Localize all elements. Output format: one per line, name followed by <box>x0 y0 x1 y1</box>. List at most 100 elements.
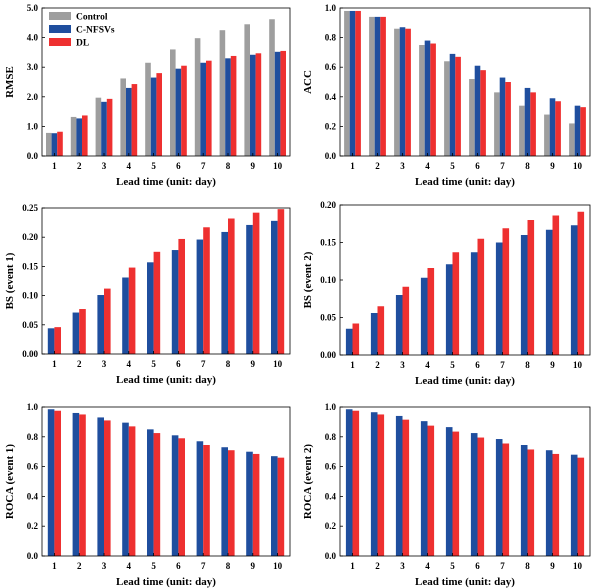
x-tick-label: 3 <box>102 359 107 369</box>
bar-dl-day-4 <box>430 43 436 156</box>
bar-c-nfsvs-day-2 <box>76 118 82 156</box>
bar-control-day-3 <box>394 28 400 156</box>
x-tick-label: 7 <box>500 561 505 571</box>
bar-c-nfsvs-day-3 <box>101 101 107 156</box>
bar-c-nfsvs-day-8 <box>520 235 528 355</box>
bar-dl-day-7 <box>203 445 210 556</box>
x-tick-label: 6 <box>475 561 480 571</box>
x-tick-label: 2 <box>375 561 380 571</box>
y-tick-label: 0.20 <box>320 200 336 210</box>
x-tick-label: 5 <box>151 161 156 171</box>
bar-control-day-5 <box>444 61 450 156</box>
bar-c-nfsvs-day-2 <box>72 312 80 354</box>
legend: Control C-NFSVs DL <box>49 12 115 49</box>
x-tick-label: 7 <box>201 561 206 571</box>
bar-c-nfsvs-day-10 <box>271 456 278 556</box>
y-tick-label: 0.00 <box>22 349 38 359</box>
bar-c-nfsvs-day-9 <box>246 224 253 354</box>
x-tick-label: 1 <box>350 561 355 571</box>
bar-dl-day-6 <box>477 238 485 355</box>
plot-frame <box>339 406 591 557</box>
chart-panel-6: 0.0 0.2 0.4 0.6 0.8 1.0 1 2 3 4 5 6 7 8 9 10 Lead time (… <box>302 402 591 588</box>
bar-dl-day-7 <box>203 227 210 354</box>
plot-frame <box>339 7 591 157</box>
bar-dl-day-8 <box>228 450 235 556</box>
x-tick-label: 4 <box>127 561 132 571</box>
bar-c-nfsvs-day-4 <box>122 277 129 354</box>
bar-c-nfsvs-day-4 <box>126 87 132 156</box>
y-tick-label: 0.6 <box>325 62 337 72</box>
bar-dl-day-1 <box>352 323 360 355</box>
bar-c-nfsvs-day-8 <box>225 58 231 156</box>
y-tick-label: 0.4 <box>27 491 39 501</box>
bar-control-day-3 <box>95 97 102 156</box>
bar-c-nfsvs-day-5 <box>147 429 154 556</box>
legend-label: DL <box>76 39 89 49</box>
y-tick-label: 0.2 <box>27 521 39 531</box>
bar-c-nfsvs-day-7 <box>499 77 506 156</box>
x-tick-label: 8 <box>525 161 530 171</box>
bar-dl-day-4 <box>427 425 435 557</box>
x-tick-label: 9 <box>550 161 555 171</box>
bar-dl-day-3 <box>402 286 410 355</box>
bar-c-nfsvs-day-2 <box>370 313 378 355</box>
x-tick-label: 6 <box>176 561 181 571</box>
bar-c-nfsvs-day-1 <box>345 409 353 556</box>
bar-dl-day-6 <box>178 238 185 354</box>
bar-c-nfsvs-day-5 <box>445 427 453 556</box>
y-axis-label: ROCA (event 1) <box>4 444 16 519</box>
y-tick-label: 0.8 <box>27 432 39 442</box>
bar-c-nfsvs-day-3 <box>395 415 403 556</box>
x-tick-label: 8 <box>525 561 530 571</box>
x-axis-label: Lead time (unit: day) <box>415 576 515 588</box>
y-tick-label: 0.6 <box>325 462 337 472</box>
bar-dl-day-4 <box>128 267 136 354</box>
x-tick-label: 1 <box>350 161 355 171</box>
bar-dl-day-8 <box>228 218 235 354</box>
bar-dl-day-7 <box>502 228 510 355</box>
x-tick-label: 10 <box>273 561 283 571</box>
chart-panel-3: 0.00 0.05 0.10 0.15 0.20 0.25 1 2 3 4 5 6 7 8 9 10 Lead … <box>4 203 291 386</box>
y-tick-label: 1.0 <box>325 402 337 412</box>
y-tick-label: 0.0 <box>325 151 337 161</box>
bar-c-nfsvs-day-8 <box>524 87 531 156</box>
y-tick-label: 0.05 <box>320 313 336 323</box>
x-tick-label: 2 <box>375 161 380 171</box>
bar-dl-day-1 <box>57 131 63 156</box>
x-tick-label: 5 <box>450 561 455 571</box>
bar-dl-day-6 <box>480 70 486 156</box>
bar-dl-day-10 <box>580 107 586 156</box>
x-tick-label: 8 <box>226 359 231 369</box>
x-tick-label: 1 <box>52 359 57 369</box>
x-tick-label: 5 <box>151 561 156 571</box>
x-tick-label: 6 <box>475 161 480 171</box>
bar-control-day-7 <box>494 92 500 156</box>
bar-dl-day-10 <box>577 457 585 556</box>
bar-c-nfsvs-day-7 <box>495 439 503 556</box>
bar-c-nfsvs-day-4 <box>122 422 129 556</box>
bar-dl-day-5 <box>455 56 461 157</box>
x-tick-label: 3 <box>102 561 107 571</box>
y-tick-label: 0.10 <box>320 275 336 285</box>
y-tick-label: 0.0 <box>27 551 39 561</box>
x-tick-label: 7 <box>201 161 206 171</box>
bar-dl-day-2 <box>79 309 86 354</box>
bar-c-nfsvs-day-2 <box>374 16 381 156</box>
y-tick-label: 4.0 <box>27 33 39 43</box>
x-tick-label: 1 <box>52 161 57 171</box>
bar-c-nfsvs-day-9 <box>549 98 556 156</box>
x-tick-label: 4 <box>127 161 132 171</box>
bar-dl-day-10 <box>277 209 285 354</box>
x-tick-label: 9 <box>251 161 256 171</box>
bar-c-nfsvs-day-1 <box>47 328 55 354</box>
x-tick-label: 7 <box>201 359 206 369</box>
x-tick-label: 3 <box>400 161 405 171</box>
bar-control-day-4 <box>120 78 126 156</box>
bar-control-day-4 <box>419 45 425 156</box>
bar-dl-day-9 <box>252 212 260 354</box>
chart-panel-5: 0.0 0.2 0.4 0.6 0.8 1.0 1 2 3 4 5 6 7 8 9 10 Lead time (… <box>4 402 291 588</box>
bar-dl-day-5 <box>153 433 161 556</box>
bar-dl-day-5 <box>452 431 460 556</box>
x-tick-label: 10 <box>573 360 583 370</box>
x-tick-label: 10 <box>273 359 283 369</box>
